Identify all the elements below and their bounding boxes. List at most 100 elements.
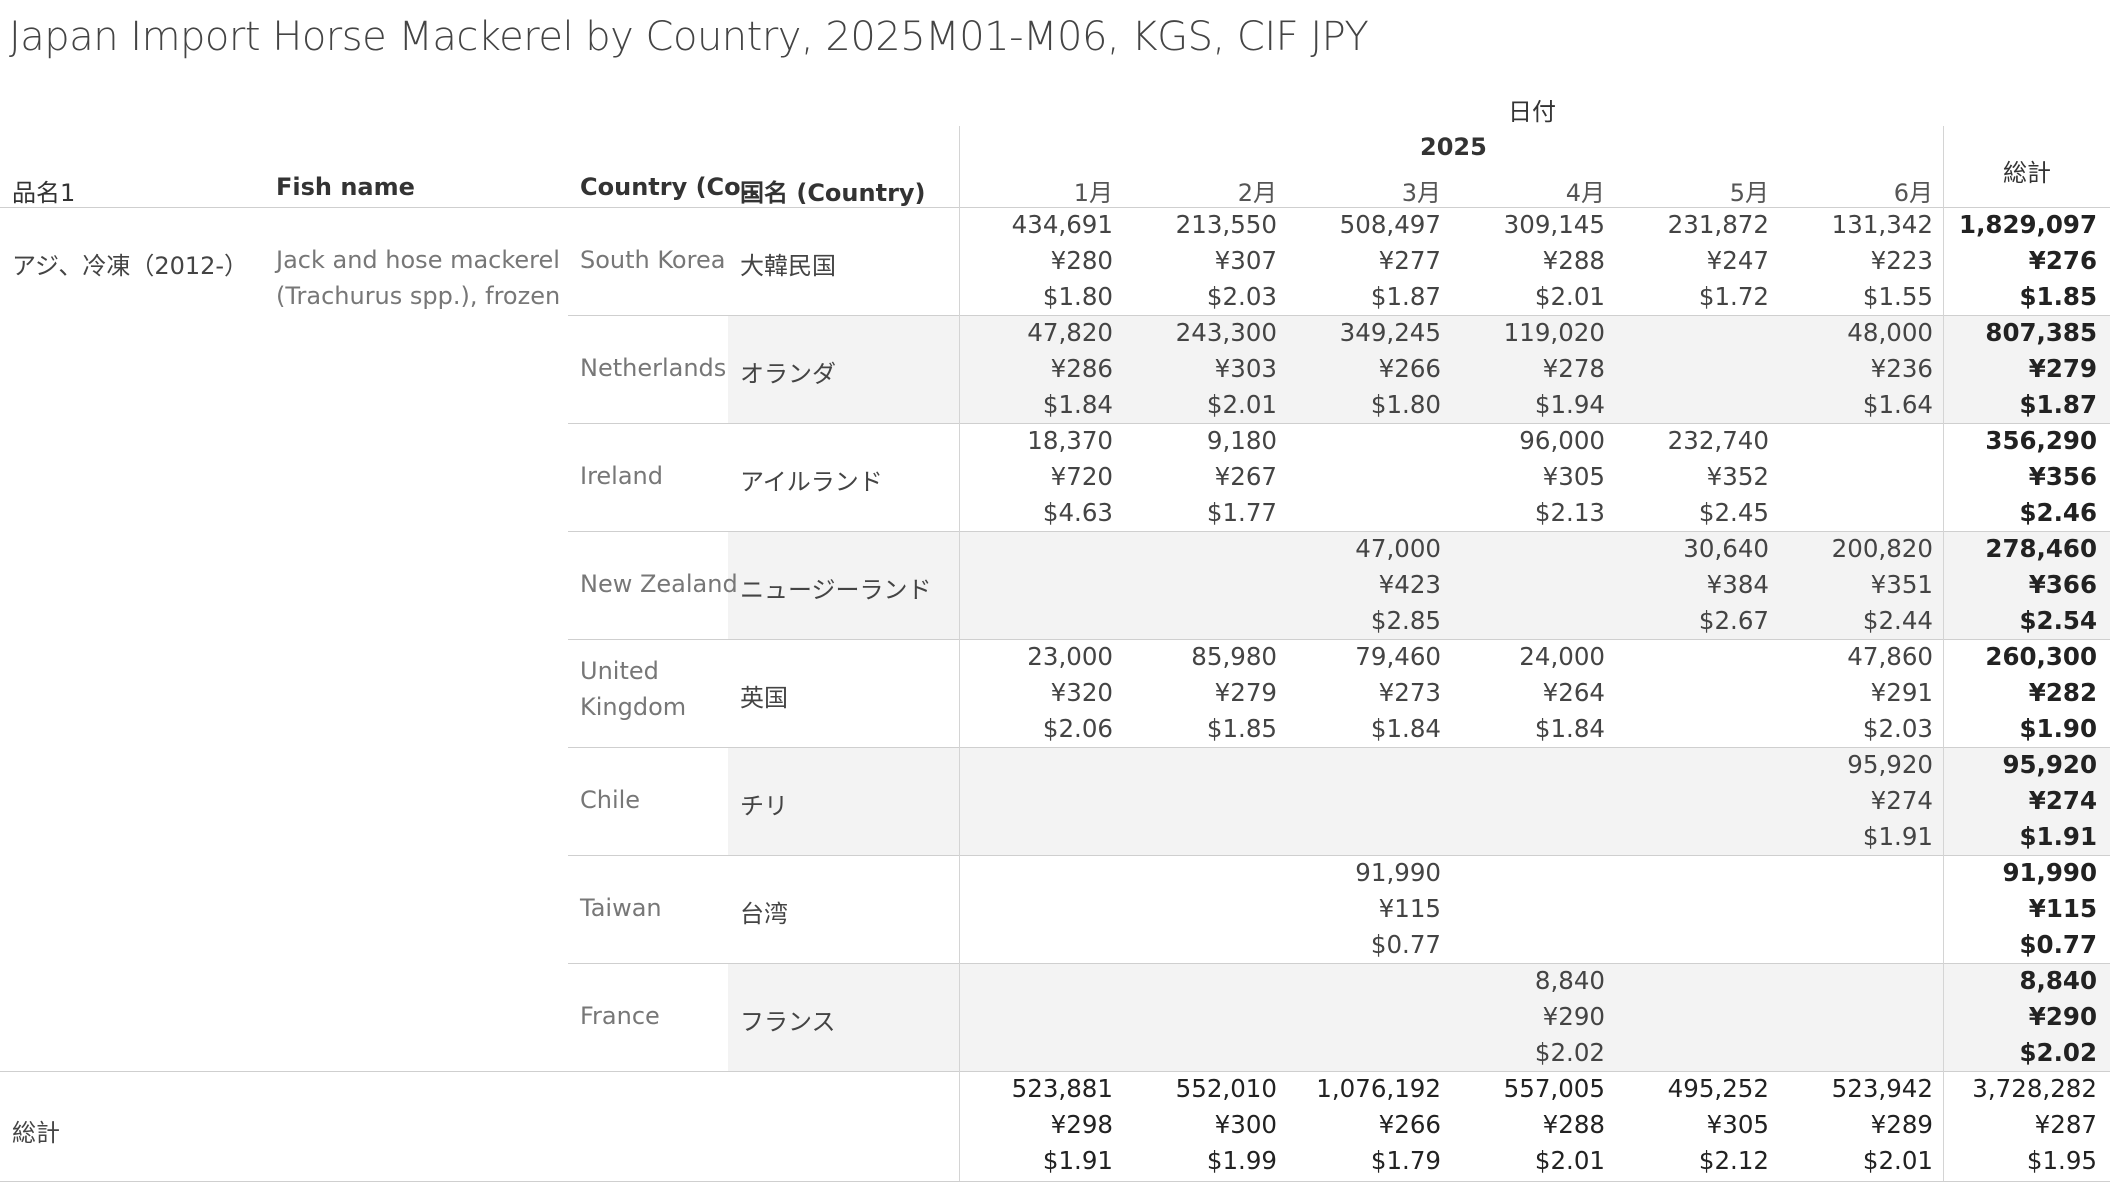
country-name: Ireland (580, 462, 664, 490)
data-cell: ¥286 (1050, 354, 1113, 383)
country-name: New Zealand (580, 570, 738, 598)
data-cell: $2.01 (1206, 390, 1277, 419)
data-cell: ¥264 (1542, 678, 1605, 707)
data-cell: 9,180 (1206, 426, 1277, 455)
data-cell: ¥279 (1214, 678, 1277, 707)
data-cell: $2.67 (1698, 606, 1769, 635)
grand-total-cell: ¥288 (1542, 1110, 1605, 1139)
row-divider (568, 747, 2110, 748)
item-name: アジ、冷凍（2012-） (12, 252, 249, 280)
data-cell: 8,840 (1534, 966, 1605, 995)
row-total-cell: 260,300 (1985, 642, 2097, 671)
data-cell: 434,691 (1011, 210, 1113, 239)
row-total-cell: $0.77 (2019, 930, 2098, 959)
row-total-cell: ¥366 (2028, 570, 2097, 599)
data-cell: $1.87 (1370, 282, 1441, 311)
data-cell: 24,000 (1519, 642, 1605, 671)
grand-total-cell: $1.79 (1370, 1146, 1441, 1175)
country-col-header: Country (Co.. (580, 173, 759, 201)
data-cell: 91,990 (1355, 858, 1441, 887)
row-total-cell: 95,920 (2002, 750, 2097, 779)
data-cell: 79,460 (1355, 642, 1441, 671)
country-name-jp: 大韓民国 (740, 252, 836, 280)
data-cell: $2.85 (1370, 606, 1441, 635)
fish-name-line2: (Trachurus spp.), frozen (276, 282, 561, 310)
country-name: Netherlands (580, 354, 727, 382)
data-cell: $2.44 (1862, 606, 1933, 635)
row-total-cell: $1.90 (2019, 714, 2098, 743)
grand-total-cell: ¥300 (1214, 1110, 1277, 1139)
row-total-cell: ¥276 (2028, 246, 2097, 275)
data-cell: $1.64 (1862, 390, 1933, 419)
row-total-cell: 8,840 (2019, 966, 2098, 995)
country-name-jp: フランス (740, 1008, 836, 1036)
grand-total-cell: 552,010 (1175, 1074, 1277, 1103)
country-jp-col-header: 国名 (Country) (740, 179, 926, 207)
grand-total-cell: 523,881 (1011, 1074, 1113, 1103)
data-cell: 47,820 (1027, 318, 1113, 347)
data-cell: $1.85 (1206, 714, 1277, 743)
date-header: 日付 (1508, 98, 1556, 126)
data-cell: ¥305 (1542, 462, 1605, 491)
item-col-header: 品名1 (12, 179, 76, 207)
grand-total-overall-cell: 3,728,282 (1972, 1074, 2097, 1103)
data-cell: 96,000 (1519, 426, 1605, 455)
data-cell: $1.84 (1370, 714, 1441, 743)
data-cell: ¥307 (1214, 246, 1277, 275)
grand-total-cell: 523,942 (1831, 1074, 1933, 1103)
data-cell: $2.03 (1862, 714, 1933, 743)
country-name-jp: ニュージーランド (740, 576, 932, 604)
grand-total-cell: $2.01 (1862, 1146, 1933, 1175)
data-cell: 23,000 (1027, 642, 1113, 671)
grand-total-cell: ¥305 (1706, 1110, 1769, 1139)
months-left-border (959, 126, 960, 1181)
month-header: 3月 (1401, 179, 1441, 207)
data-cell: $2.45 (1698, 498, 1769, 527)
data-cell: 232,740 (1667, 426, 1769, 455)
data-cell: $0.77 (1370, 930, 1441, 959)
row-band (728, 531, 2110, 639)
row-total-cell: 356,290 (1985, 426, 2097, 455)
data-cell: 231,872 (1667, 210, 1769, 239)
data-cell: 508,497 (1339, 210, 1441, 239)
total-left-border (1943, 126, 1944, 1181)
month-header: 6月 (1893, 179, 1933, 207)
grand-total-cell: $1.91 (1042, 1146, 1113, 1175)
data-cell: $2.02 (1534, 1038, 1605, 1067)
row-band (728, 963, 2110, 1071)
row-total-cell: 91,990 (2002, 858, 2097, 887)
data-cell: ¥277 (1378, 246, 1441, 275)
data-cell: 119,020 (1503, 318, 1605, 347)
country-name-jp: 台湾 (740, 900, 788, 928)
country-name-jp: 英国 (740, 684, 788, 712)
row-total-cell: $1.87 (2019, 390, 2098, 419)
data-cell: ¥247 (1706, 246, 1769, 275)
grand-total-cell: ¥289 (1870, 1110, 1933, 1139)
row-divider (568, 423, 2110, 424)
data-cell: ¥266 (1378, 354, 1441, 383)
row-total-cell: $2.54 (2019, 606, 2098, 635)
data-cell: ¥267 (1214, 462, 1277, 491)
row-total-cell: $1.85 (2019, 282, 2098, 311)
data-cell: ¥423 (1378, 570, 1441, 599)
country-name: Taiwan (580, 894, 662, 922)
grand-total-cell: 495,252 (1667, 1074, 1769, 1103)
data-cell: 131,342 (1831, 210, 1933, 239)
data-cell: $1.84 (1534, 714, 1605, 743)
data-cell: $1.91 (1862, 822, 1933, 851)
country-name-jp: アイルランド (740, 468, 883, 496)
data-cell: 48,000 (1847, 318, 1933, 347)
data-cell: 309,145 (1503, 210, 1605, 239)
data-cell: ¥720 (1050, 462, 1113, 491)
month-header: 4月 (1565, 179, 1605, 207)
grand-total-cell: ¥298 (1050, 1110, 1113, 1139)
grand-total-cell: ¥266 (1378, 1110, 1441, 1139)
grand-total-cell: $2.12 (1698, 1146, 1769, 1175)
data-cell: $1.72 (1698, 282, 1769, 311)
data-cell: ¥278 (1542, 354, 1605, 383)
data-cell: 349,245 (1339, 318, 1441, 347)
data-cell: $4.63 (1042, 498, 1113, 527)
data-cell: $2.03 (1206, 282, 1277, 311)
row-total-cell: $2.02 (2019, 1038, 2098, 1067)
grand-total-cell: 557,005 (1503, 1074, 1605, 1103)
